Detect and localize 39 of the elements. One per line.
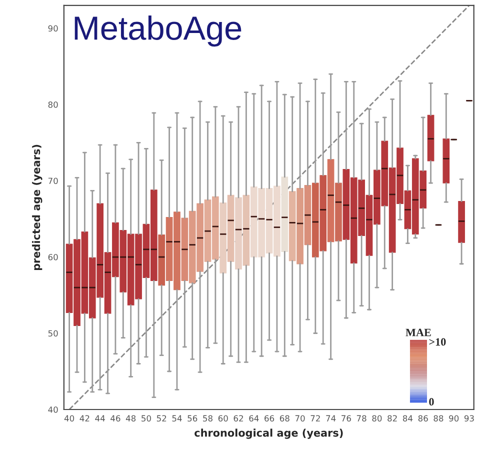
y-tick-label: 60 [48,254,58,260]
x-tick-label: 46 [110,415,120,422]
y-tick-label: 90 [48,25,58,32]
x-tick-label: 58 [203,415,212,422]
y-tick-label: 70 [48,178,58,184]
x-tick-label: 70 [295,415,305,422]
annotation: 0 [429,398,434,406]
y-tick-label: 50 [48,330,58,337]
annotation: >10 [429,338,446,346]
x-tick-label: 90 [449,415,459,422]
y-tick-label: 80 [48,102,58,108]
x-tick-label: 66 [264,415,274,422]
x-tick-label: 93 [464,415,474,422]
y-axis-title: predicted age (years) [32,144,42,270]
x-tick-label: 60 [218,415,228,422]
x-tick-label: 76 [342,415,351,422]
x-tick-label: 52 [156,415,166,422]
x-tick-label: 64 [249,415,259,422]
x-tick-label: 82 [388,415,397,422]
x-tick-label: 84 [402,415,413,422]
x-tick-label: 74 [326,415,336,422]
x-tick-label: 50 [142,415,151,422]
x-tick-label: 44 [95,415,105,422]
x-tick-label: 42 [80,415,90,422]
annotation: MAE [406,328,431,336]
x-tick-label: 62 [234,415,243,422]
y-tick-label: 40 [48,406,58,413]
x-tick-label: 68 [280,415,290,422]
chart-title: MetaboAge [74,16,242,47]
x-tick-label: 54 [172,415,182,422]
x-tick-label: 72 [310,415,320,422]
x-axis-title: chronological age (years) [194,428,343,439]
x-tick-label: 78 [356,415,366,422]
x-tick-label: 86 [418,415,428,422]
x-tick-label: 40 [64,415,74,422]
x-tick-label: 48 [126,415,136,422]
x-tick-label: 56 [188,415,198,422]
x-tick-label: 80 [372,415,382,422]
x-tick-label: 88 [434,415,444,422]
